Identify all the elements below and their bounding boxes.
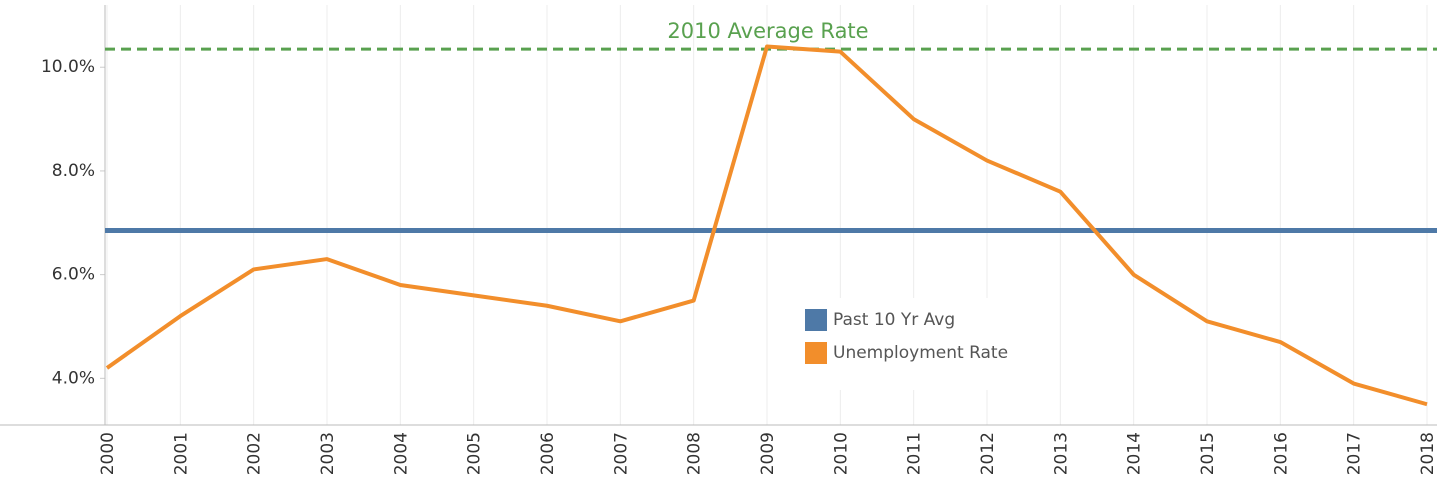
y-tick-label: 6.0%	[52, 265, 95, 285]
x-tick-label: 2001	[171, 432, 191, 475]
y-tick-label: 10.0%	[41, 57, 95, 77]
legend: Past 10 Yr Avg Unemployment Rate	[797, 298, 1059, 390]
x-tick-label: 2018	[1418, 432, 1437, 475]
x-tick-label: 2016	[1271, 432, 1291, 475]
reference-label: 2010 Average Rate	[667, 19, 868, 43]
x-tick-label: 2008	[685, 432, 705, 475]
x-tick-label: 2017	[1345, 432, 1365, 475]
x-tick-label: 2002	[245, 432, 265, 475]
x-tick-label: 2000	[98, 432, 118, 475]
x-tick-label: 2007	[611, 432, 631, 475]
legend-label: Unemployment Rate	[833, 343, 1008, 363]
x-tick-label: 2010	[831, 432, 851, 475]
x-tick-label: 2004	[391, 432, 411, 475]
legend-swatch	[805, 309, 827, 331]
x-tick-label: 2012	[978, 432, 998, 475]
x-tick-label: 2013	[1051, 432, 1071, 475]
data-line	[105, 44, 1428, 407]
x-tick-label: 2015	[1198, 432, 1218, 475]
y-tick-label: 8.0%	[52, 161, 95, 181]
x-tick-label: 2014	[1125, 432, 1145, 475]
x-tick-label: 2011	[905, 432, 925, 475]
x-tick-label: 2005	[465, 432, 485, 475]
x-tick-label: 2009	[758, 432, 778, 475]
x-tick-label: 2006	[538, 432, 558, 475]
y-tick-label: 4.0%	[52, 368, 95, 388]
x-tick-label: 2003	[318, 432, 338, 475]
legend-box	[797, 298, 1059, 390]
legend-swatch	[805, 342, 827, 364]
legend-label: Past 10 Yr Avg	[833, 310, 955, 330]
